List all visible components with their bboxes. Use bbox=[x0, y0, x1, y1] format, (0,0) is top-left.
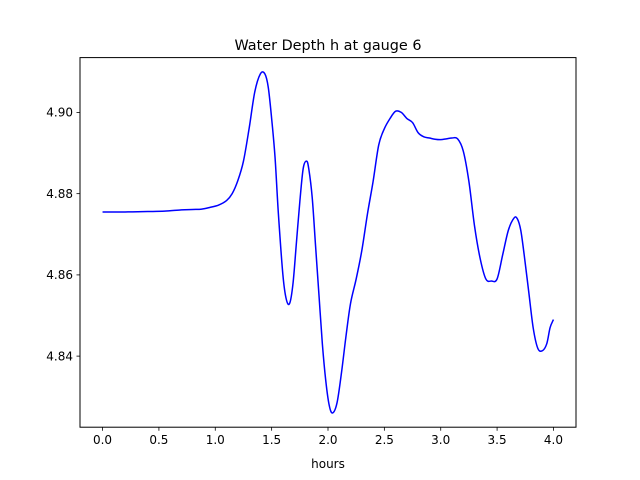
x-tick-label: 1.0 bbox=[206, 433, 225, 447]
x-axis-label: hours bbox=[311, 457, 345, 471]
plot-layer bbox=[102, 71, 555, 414]
y-tick-label: 4.86 bbox=[46, 268, 73, 282]
y-axis-ticks: 4.84 4.86 4.88 4.90 bbox=[46, 106, 80, 363]
y-tick-label: 4.88 bbox=[46, 187, 73, 201]
x-tick-label: 1.5 bbox=[262, 433, 281, 447]
y-tick-label: 4.90 bbox=[46, 106, 73, 120]
axes-frame bbox=[79, 57, 577, 428]
x-tick-label: 4.0 bbox=[544, 433, 563, 447]
x-tick-label: 2.0 bbox=[318, 433, 337, 447]
x-axis-ticks: 0.0 0.5 1.0 1.5 2.0 2.5 3.0 3.5 4.0 bbox=[93, 427, 563, 447]
series-line-0 bbox=[102, 71, 555, 414]
x-tick-label: 3.5 bbox=[488, 433, 507, 447]
x-tick-label: 2.5 bbox=[375, 433, 394, 447]
x-tick-label: 0.5 bbox=[149, 433, 168, 447]
chart-title: Water Depth h at gauge 6 bbox=[234, 38, 421, 54]
x-tick-label: 3.0 bbox=[431, 433, 450, 447]
x-tick-label: 0.0 bbox=[93, 433, 112, 447]
y-tick-label: 4.84 bbox=[46, 349, 73, 363]
